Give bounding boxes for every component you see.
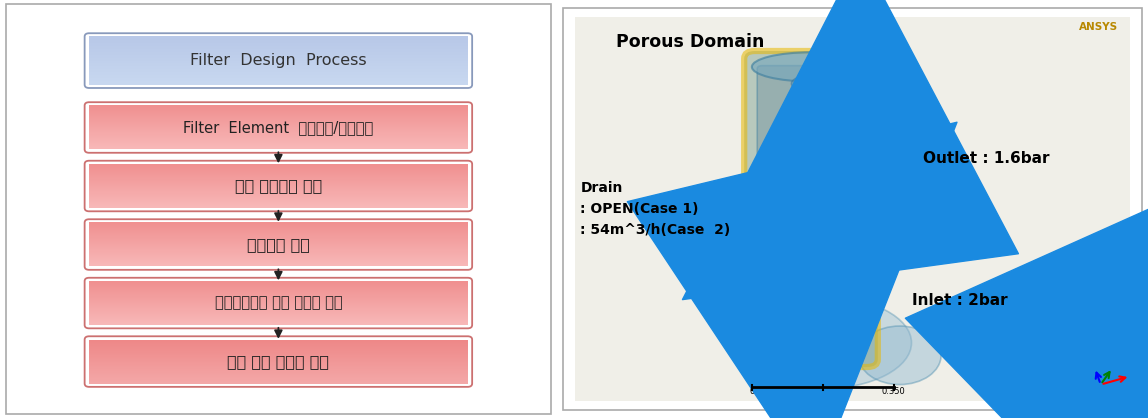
Text: Filter  Design  Process: Filter Design Process bbox=[191, 53, 366, 68]
FancyBboxPatch shape bbox=[744, 51, 878, 367]
Text: ANSYS: ANSYS bbox=[1079, 22, 1118, 32]
Text: 형상 파라미터 검출: 형상 파라미터 검출 bbox=[234, 178, 323, 194]
Bar bbox=[769, 178, 809, 199]
Text: Filter  Element  기본설계/사양확보: Filter Element 기본설계/사양확보 bbox=[184, 120, 373, 135]
Text: 파라미터 해석: 파라미터 해석 bbox=[247, 237, 310, 252]
Text: Outlet : 1.6bar: Outlet : 1.6bar bbox=[923, 151, 1049, 166]
Text: Porous Domain: Porous Domain bbox=[615, 33, 765, 51]
FancyBboxPatch shape bbox=[758, 66, 864, 352]
Text: 필터 형상 디자인 완료: 필터 형상 디자인 완료 bbox=[227, 354, 329, 369]
Text: 0.175: 0.175 bbox=[810, 387, 835, 396]
Text: 0: 0 bbox=[750, 387, 754, 396]
Text: 0.350: 0.350 bbox=[882, 387, 906, 396]
Text: 디자인지원을 위한 기업체 미팅: 디자인지원을 위한 기업체 미팅 bbox=[215, 296, 342, 311]
Bar bbox=[769, 219, 809, 240]
Ellipse shape bbox=[859, 326, 941, 385]
Ellipse shape bbox=[855, 161, 974, 215]
Ellipse shape bbox=[666, 217, 773, 268]
Text: Drain
: OPEN(Case 1)
: 54m^3/h(Case  2): Drain : OPEN(Case 1) : 54m^3/h(Case 2) bbox=[581, 181, 730, 237]
Ellipse shape bbox=[734, 297, 912, 389]
Ellipse shape bbox=[791, 75, 831, 92]
Ellipse shape bbox=[752, 52, 870, 82]
Text: Inlet : 2bar: Inlet : 2bar bbox=[912, 293, 1007, 308]
